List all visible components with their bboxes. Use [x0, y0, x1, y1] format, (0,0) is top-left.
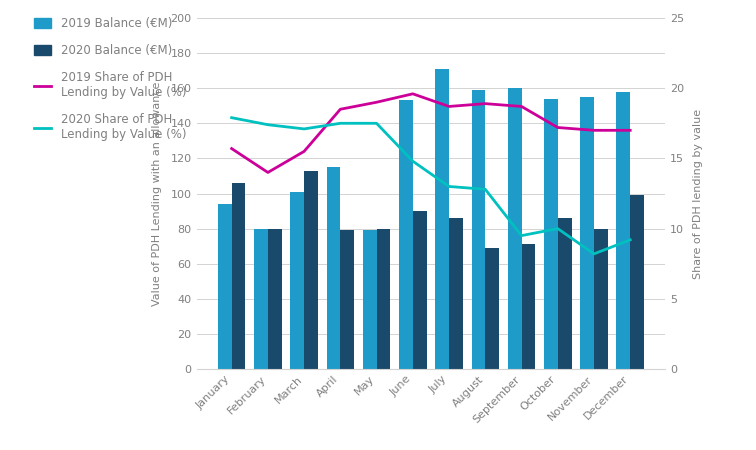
Bar: [290, 192, 304, 369]
Bar: [399, 100, 413, 369]
Bar: [580, 97, 594, 369]
Bar: [435, 69, 449, 369]
Bar: [508, 88, 522, 369]
Bar: [449, 218, 463, 369]
Y-axis label: Share of PDH lending by value: Share of PDH lending by value: [692, 108, 702, 279]
Bar: [218, 204, 231, 369]
Bar: [268, 229, 282, 369]
Bar: [631, 195, 644, 369]
Bar: [231, 183, 246, 369]
Legend: 2019 Balance (€M), 2020 Balance (€M), 2019 Share of PDH
Lending by Value (%), 20: 2019 Balance (€M), 2020 Balance (€M), 20…: [34, 17, 187, 141]
Bar: [327, 167, 340, 369]
Bar: [616, 92, 631, 369]
Bar: [340, 230, 354, 369]
Bar: [594, 229, 608, 369]
Y-axis label: Value of PDH Lending with an allowance: Value of PDH Lending with an allowance: [152, 81, 163, 306]
Bar: [363, 230, 376, 369]
Bar: [558, 218, 572, 369]
Bar: [522, 244, 535, 369]
Bar: [472, 90, 485, 369]
Bar: [376, 229, 390, 369]
Bar: [413, 211, 426, 369]
Bar: [304, 171, 318, 369]
Bar: [544, 99, 558, 369]
Bar: [485, 248, 499, 369]
Bar: [254, 229, 268, 369]
